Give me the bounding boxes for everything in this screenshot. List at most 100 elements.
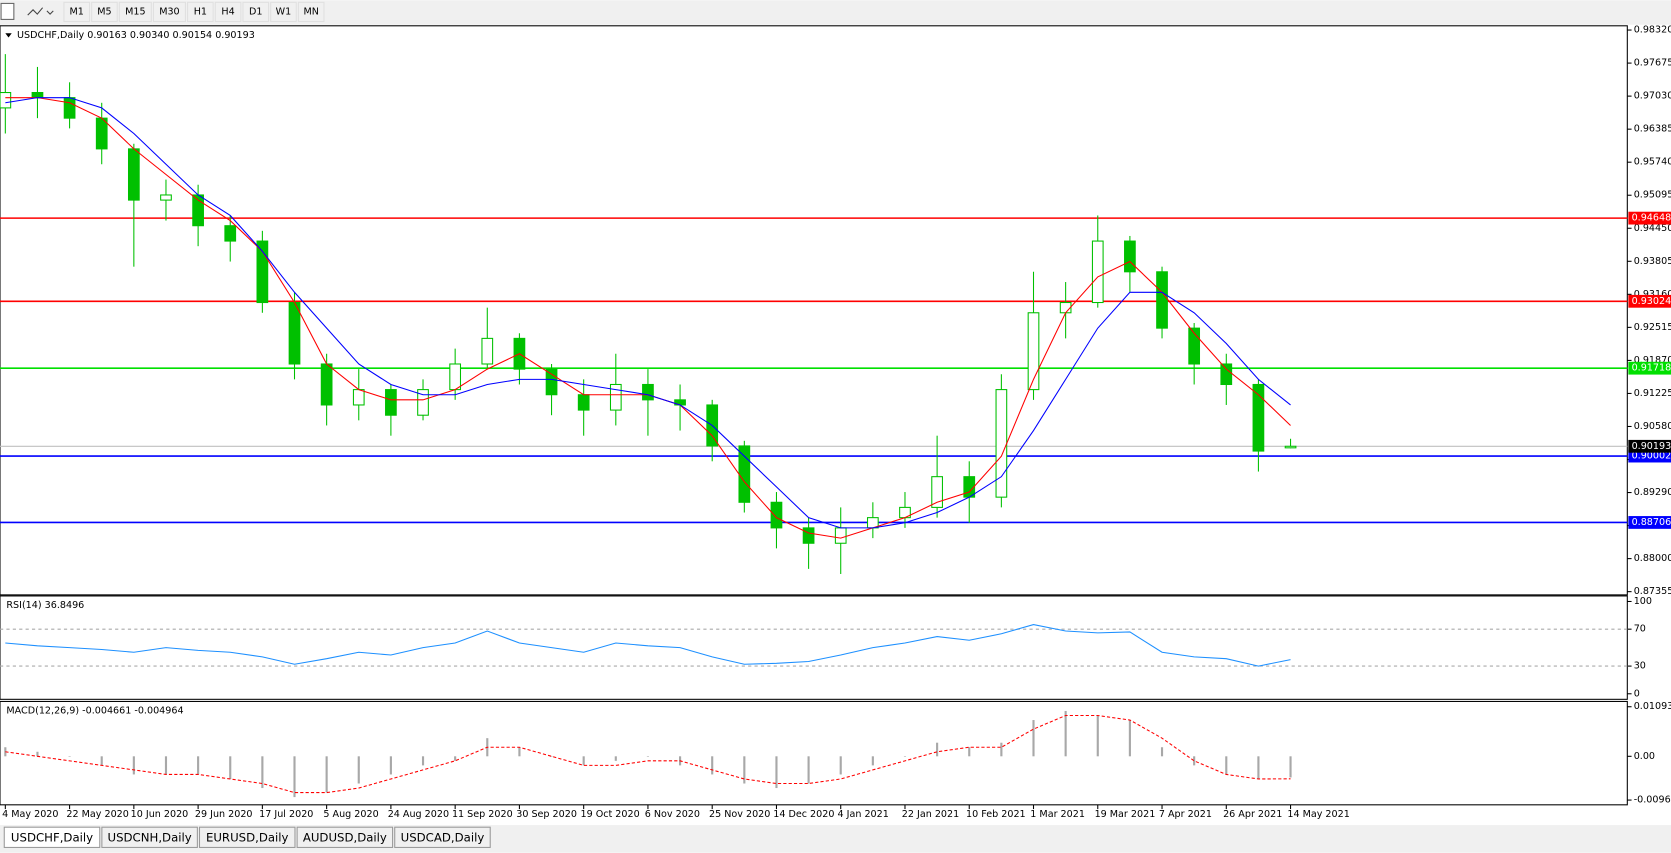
toolbar-icon[interactable]: [27, 7, 54, 16]
level-label: 0.88706: [1632, 517, 1671, 528]
candle-body: [256, 240, 269, 304]
macd-title: MACD(12,26,9) -0.004661 -0.004964: [6, 706, 183, 717]
candle-body: [1027, 312, 1040, 391]
indicator-line: [5, 624, 1291, 667]
y-tick-label: 0.96385: [1634, 124, 1671, 135]
menu-arrow[interactable]: [5, 33, 12, 38]
x-tick-label: 7 Apr 2021: [1159, 809, 1212, 820]
x-tick-label: 19 Mar 2021: [1095, 809, 1156, 820]
chart-tab-label[interactable]: USDCHF,Daily: [11, 830, 93, 844]
candle-body: [1124, 240, 1136, 273]
candle-body: [738, 445, 751, 503]
histogram-bar: [839, 756, 842, 775]
timeframe-button[interactable]: [242, 1, 270, 23]
candle-body: [417, 389, 429, 416]
level-tag: [1628, 211, 1671, 225]
x-tick-label: 14 May 2021: [1287, 809, 1349, 820]
histogram-bar: [711, 756, 714, 775]
histogram-bar: [68, 756, 71, 757]
x-tick-label: 26 Apr 2021: [1223, 809, 1282, 820]
timeframe-label[interactable]: W1: [276, 6, 292, 17]
histogram-bar: [197, 756, 200, 775]
chart-tab[interactable]: [3, 826, 101, 848]
toolbar-icon[interactable]: [0, 2, 15, 20]
timeframe-label[interactable]: H4: [221, 6, 234, 17]
histogram-bar: [261, 756, 264, 789]
candle-body: [802, 527, 815, 544]
chart-tab[interactable]: [296, 826, 394, 848]
y-tick-label: 0.98320: [1634, 25, 1671, 36]
y-tick-label: 0.95740: [1634, 157, 1671, 168]
x-tick-label: 24 Aug 2020: [388, 809, 449, 820]
timeframe-button[interactable]: [297, 1, 325, 23]
histogram-bar: [1096, 715, 1099, 757]
candle-body: [609, 383, 622, 411]
histogram-bar: [1128, 720, 1131, 757]
histogram-bar: [1000, 742, 1003, 757]
y-tick-label: 0.97675: [1634, 58, 1671, 69]
level-label: 0.91718: [1632, 363, 1671, 374]
chart-tab[interactable]: [198, 826, 296, 848]
timeframe-label[interactable]: M30: [159, 6, 179, 17]
timeframe-button[interactable]: [214, 1, 242, 23]
x-tick-label: 30 Sep 2020: [516, 809, 577, 820]
y-tick-label: 0.89290: [1634, 487, 1671, 498]
y-tick-label: 0.93805: [1634, 256, 1671, 267]
candle-body: [449, 363, 462, 391]
chart-tab[interactable]: [101, 826, 198, 848]
histogram-bar: [325, 756, 328, 793]
y-tick-label: 0.010933: [1634, 701, 1671, 712]
histogram-bar: [454, 756, 457, 761]
candle-body: [63, 97, 76, 119]
y-tick-label: 0.93160: [1634, 289, 1671, 300]
x-tick-label: 22 Jan 2021: [902, 809, 959, 820]
timeframe-button[interactable]: [118, 1, 152, 23]
timeframe-label[interactable]: M15: [125, 6, 145, 17]
histogram-bar: [1032, 720, 1035, 757]
timeframe-label[interactable]: MN: [303, 6, 318, 17]
histogram-bar: [646, 756, 650, 757]
histogram-bar: [550, 756, 553, 757]
candle-body: [1059, 301, 1072, 314]
timeframe-button[interactable]: [187, 1, 214, 23]
histogram-bar: [421, 756, 425, 766]
y-tick-label: 0.95095: [1634, 190, 1671, 201]
y-tick-label: 0.92515: [1634, 322, 1671, 333]
x-tick-label: 29 Jun 2020: [195, 809, 253, 820]
rsi-title: RSI(14) 36.8496: [6, 600, 84, 611]
x-tick-label: 4 May 2020: [2, 809, 58, 820]
timeframe-label[interactable]: D1: [249, 6, 262, 17]
x-tick-label: 5 Aug 2020: [323, 809, 378, 820]
chart-tab-label[interactable]: USDCNH,Daily: [108, 830, 192, 844]
level-tag: [1628, 294, 1671, 308]
histogram-bar: [1289, 756, 1292, 778]
candle-body: [931, 476, 943, 508]
chart-tab[interactable]: [394, 826, 491, 848]
candle-body: [1188, 327, 1201, 365]
candle-body: [385, 389, 397, 416]
candle-body: [995, 389, 1008, 498]
y-tick-label: 0.94450: [1634, 223, 1671, 234]
timeframe-button[interactable]: [91, 1, 118, 23]
timeframe-label[interactable]: H1: [194, 6, 207, 17]
y-tick-label: -0.009653: [1634, 795, 1671, 806]
candle-body: [352, 389, 365, 406]
x-tick-label: 19 Oct 2020: [580, 809, 639, 820]
chart-tab-label[interactable]: USDCAD,Daily: [401, 830, 485, 844]
candle-body: [963, 476, 976, 498]
x-tick-label: 6 Nov 2020: [645, 809, 700, 820]
histogram-bar: [968, 747, 971, 757]
histogram-bar: [389, 756, 392, 775]
chart-tab-label[interactable]: EURUSD,Daily: [206, 830, 289, 844]
x-tick-label: 14 Dec 2020: [773, 809, 834, 820]
indicator-line: [5, 714, 1291, 794]
timeframe-button[interactable]: [152, 1, 186, 23]
timeframe-button[interactable]: [270, 1, 297, 23]
timeframe-label[interactable]: M5: [97, 6, 111, 17]
candle-body: [95, 117, 108, 150]
chart-tab-label[interactable]: AUDUSD,Daily: [303, 830, 387, 844]
timeframe-label[interactable]: M1: [70, 6, 84, 17]
timeframe-button[interactable]: [63, 1, 91, 23]
y-tick-label: 0.88000: [1634, 553, 1671, 564]
